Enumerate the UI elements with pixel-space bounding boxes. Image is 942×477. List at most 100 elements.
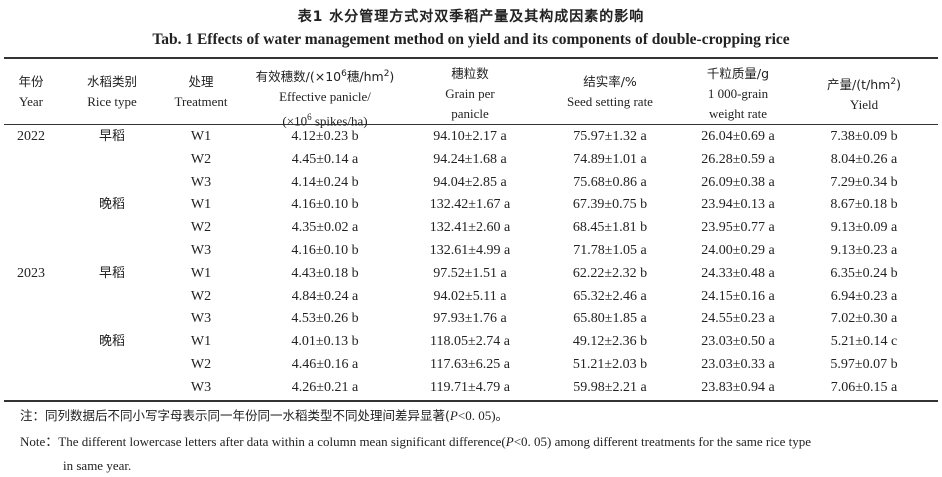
cell-yield: 5.21±0.14 c bbox=[808, 331, 920, 353]
cell-grain: 94.02±5.11 a bbox=[420, 286, 520, 308]
header-rice-type: 水稻类别 Rice type bbox=[68, 72, 156, 112]
cell-grain: 94.24±1.68 a bbox=[420, 149, 520, 171]
cell-treatment: W2 bbox=[163, 217, 239, 239]
cell-weight: 23.95±0.77 a bbox=[683, 217, 793, 239]
cell-weight: 23.03±0.50 a bbox=[683, 331, 793, 353]
header-year: 年份 Year bbox=[8, 72, 54, 112]
header-treatment: 处理 Treatment bbox=[163, 72, 239, 112]
cell-panicle: 4.14±0.24 b bbox=[230, 172, 420, 194]
header-panicle-en: Effective panicle/ bbox=[230, 87, 420, 107]
cell-setting: 74.89±1.01 a bbox=[545, 149, 675, 171]
cell-panicle: 4.01±0.13 b bbox=[230, 331, 420, 353]
cell-setting: 75.97±1.32 a bbox=[545, 126, 675, 148]
cell-grain: 94.10±2.17 a bbox=[420, 126, 520, 148]
header-panicle: 有效穗数/(×106穗/hm2) Effective panicle/ (×10… bbox=[230, 64, 420, 131]
header-weight-en: 1 000-grain bbox=[683, 84, 793, 104]
cell-weight: 26.28±0.59 a bbox=[683, 149, 793, 171]
header-yield-cn: 产量/(t/hm2) bbox=[808, 72, 920, 95]
cell-weight: 23.83±0.94 a bbox=[683, 377, 793, 399]
cell-treatment: W1 bbox=[163, 331, 239, 353]
cell-setting: 71.78±1.05 a bbox=[545, 240, 675, 262]
header-grain-cn: 穗粒数 bbox=[420, 64, 520, 84]
header-rice-type-cn: 水稻类别 bbox=[68, 72, 156, 92]
header-grain: 穗粒数 Grain per panicle bbox=[420, 64, 520, 124]
cell-panicle: 4.35±0.02 a bbox=[230, 217, 420, 239]
header-weight-en2: weight rate bbox=[683, 104, 793, 124]
cell-grain: 132.61±4.99 a bbox=[420, 240, 520, 262]
top-rule bbox=[4, 57, 938, 59]
header-treatment-cn: 处理 bbox=[163, 72, 239, 92]
note-en: Note：The different lowercase letters aft… bbox=[20, 432, 811, 452]
cell-setting: 65.32±2.46 a bbox=[545, 286, 675, 308]
cell-treatment: W2 bbox=[163, 286, 239, 308]
cell-yield: 7.38±0.09 b bbox=[808, 126, 920, 148]
cell-year: 2023 bbox=[8, 263, 54, 285]
cell-grain: 97.93±1.76 a bbox=[420, 308, 520, 330]
cell-grain: 118.05±2.74 a bbox=[420, 331, 520, 353]
table-caption-cn: 表1 水分管理方式对双季稻产量及其构成因素的影响 bbox=[0, 6, 942, 26]
header-rule bbox=[4, 124, 938, 125]
cell-weight: 24.33±0.48 a bbox=[683, 263, 793, 285]
cell-yield: 6.35±0.24 b bbox=[808, 263, 920, 285]
header-weight: 千粒质量/g 1 000-grain weight rate bbox=[683, 64, 793, 124]
cell-treatment: W2 bbox=[163, 354, 239, 376]
cell-type: 晚稻 bbox=[68, 194, 156, 216]
cell-treatment: W3 bbox=[163, 240, 239, 262]
cell-weight: 24.55±0.23 a bbox=[683, 308, 793, 330]
cell-setting: 65.80±1.85 a bbox=[545, 308, 675, 330]
cell-year: 2022 bbox=[8, 126, 54, 148]
header-rice-type-en: Rice type bbox=[68, 92, 156, 112]
cell-setting: 51.21±2.03 b bbox=[545, 354, 675, 376]
cell-weight: 23.03±0.33 a bbox=[683, 354, 793, 376]
cell-treatment: W2 bbox=[163, 149, 239, 171]
cell-type: 早稻 bbox=[68, 263, 156, 285]
cell-yield: 6.94±0.23 a bbox=[808, 286, 920, 308]
cell-panicle: 4.46±0.16 a bbox=[230, 354, 420, 376]
cell-grain: 132.42±1.67 a bbox=[420, 194, 520, 216]
header-grain-en: Grain per bbox=[420, 84, 520, 104]
table-caption-en: Tab. 1 Effects of water management metho… bbox=[0, 31, 942, 49]
cell-yield: 9.13±0.23 a bbox=[808, 240, 920, 262]
cell-weight: 23.94±0.13 a bbox=[683, 194, 793, 216]
cell-type: 晚稻 bbox=[68, 331, 156, 353]
cell-yield: 8.04±0.26 a bbox=[808, 149, 920, 171]
cell-setting: 68.45±1.81 b bbox=[545, 217, 675, 239]
cell-setting: 75.68±0.86 a bbox=[545, 172, 675, 194]
cell-weight: 26.09±0.38 a bbox=[683, 172, 793, 194]
header-setting-en: Seed setting rate bbox=[545, 92, 675, 112]
cell-panicle: 4.26±0.21 a bbox=[230, 377, 420, 399]
cell-setting: 59.98±2.21 a bbox=[545, 377, 675, 399]
cell-weight: 24.15±0.16 a bbox=[683, 286, 793, 308]
cell-treatment: W1 bbox=[163, 194, 239, 216]
header-setting-cn: 结实率/% bbox=[545, 72, 675, 92]
cell-panicle: 4.84±0.24 a bbox=[230, 286, 420, 308]
header-year-cn: 年份 bbox=[8, 72, 54, 92]
cell-panicle: 4.12±0.23 b bbox=[230, 126, 420, 148]
cell-treatment: W3 bbox=[163, 308, 239, 330]
header-treatment-en: Treatment bbox=[163, 92, 239, 112]
note-cn: 注：同列数据后不同小写字母表示同一年份同一水稻类型不同处理间差异显著(P<0. … bbox=[20, 406, 509, 426]
cell-panicle: 4.16±0.10 b bbox=[230, 240, 420, 262]
cell-yield: 9.13±0.09 a bbox=[808, 217, 920, 239]
cell-setting: 67.39±0.75 b bbox=[545, 194, 675, 216]
cell-treatment: W3 bbox=[163, 377, 239, 399]
cell-yield: 5.97±0.07 b bbox=[808, 354, 920, 376]
cell-panicle: 4.43±0.18 b bbox=[230, 263, 420, 285]
cell-type: 早稻 bbox=[68, 126, 156, 148]
note-en-line2: in same year. bbox=[63, 456, 131, 476]
cell-setting: 49.12±2.36 b bbox=[545, 331, 675, 353]
header-yield-en: Yield bbox=[808, 95, 920, 115]
header-grain-en2: panicle bbox=[420, 104, 520, 124]
cell-setting: 62.22±2.32 b bbox=[545, 263, 675, 285]
cell-yield: 8.67±0.18 b bbox=[808, 194, 920, 216]
cell-treatment: W3 bbox=[163, 172, 239, 194]
cell-panicle: 4.45±0.14 a bbox=[230, 149, 420, 171]
header-yield: 产量/(t/hm2) Yield bbox=[808, 72, 920, 115]
header-setting: 结实率/% Seed setting rate bbox=[545, 72, 675, 112]
cell-yield: 7.06±0.15 a bbox=[808, 377, 920, 399]
cell-grain: 97.52±1.51 a bbox=[420, 263, 520, 285]
cell-panicle: 4.53±0.26 b bbox=[230, 308, 420, 330]
header-year-en: Year bbox=[8, 92, 54, 112]
cell-yield: 7.29±0.34 b bbox=[808, 172, 920, 194]
cell-yield: 7.02±0.30 a bbox=[808, 308, 920, 330]
